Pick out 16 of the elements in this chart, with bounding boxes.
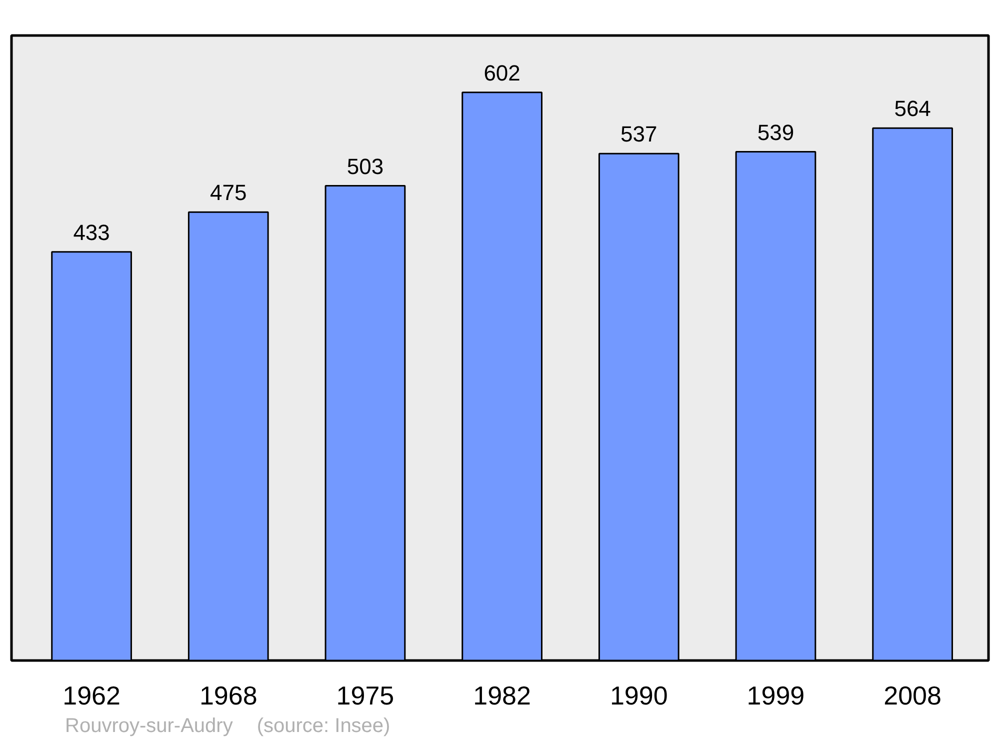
data-label: 537 <box>620 122 658 147</box>
data-label: 503 <box>346 154 384 179</box>
data-label: 564 <box>894 96 931 122</box>
x-tick-label: 1982 <box>473 680 531 710</box>
data-label: 602 <box>484 60 520 86</box>
data-label: 539 <box>757 120 794 145</box>
x-tick-label: 1990 <box>610 680 668 710</box>
data-label: 433 <box>73 220 110 245</box>
text: Rouvroy-sur-Audry <box>65 715 233 737</box>
x-tick-label: 1975 <box>336 680 394 710</box>
x-tick-label: 1999 <box>746 680 805 710</box>
data-label: 475 <box>210 180 247 206</box>
x-tick-label: 1968 <box>199 680 258 710</box>
x-tick-label: 1962 <box>62 680 120 710</box>
text: (source: Insee) <box>256 715 390 737</box>
x-tick-label: 2008 <box>884 680 942 710</box>
